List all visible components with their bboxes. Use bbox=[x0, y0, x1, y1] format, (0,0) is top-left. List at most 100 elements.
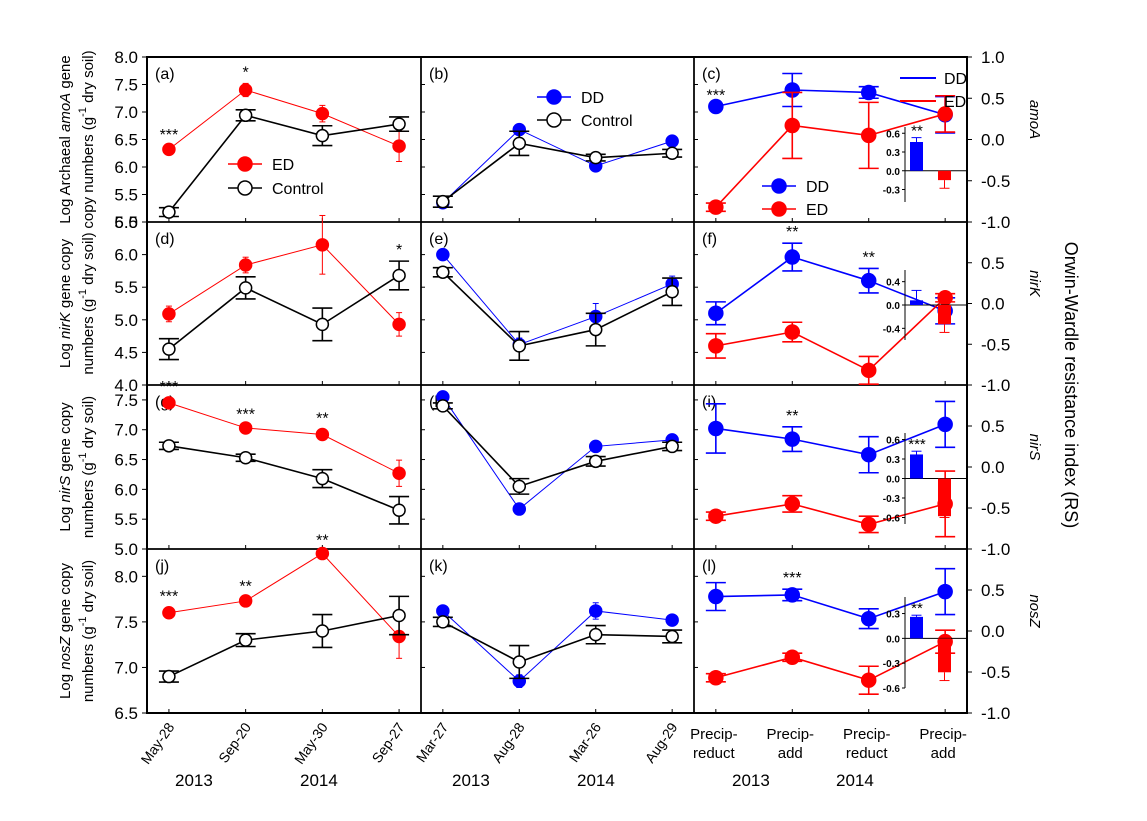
significance-mark: ** bbox=[239, 578, 251, 595]
series-line-ed bbox=[715, 297, 946, 372]
data-point-ed bbox=[392, 139, 406, 153]
panel-frame bbox=[146, 221, 422, 386]
left-ytick-label: 7.5 bbox=[114, 76, 138, 95]
data-point-ed bbox=[315, 238, 330, 252]
data-point-ed bbox=[315, 546, 330, 561]
series-line-ed bbox=[168, 552, 400, 637]
significance-mark: *** bbox=[160, 588, 179, 605]
year-label: 2014 bbox=[577, 771, 615, 790]
gene-label: amoA bbox=[1026, 100, 1043, 139]
panel-label: (a) bbox=[155, 66, 175, 83]
panel-label: (i) bbox=[702, 394, 716, 411]
data-point-ed bbox=[238, 258, 253, 272]
data-point-control bbox=[512, 136, 527, 151]
legend-label: Control bbox=[272, 181, 324, 198]
data-point-control bbox=[238, 451, 253, 465]
xtick-label-line1: Precip- bbox=[690, 726, 738, 743]
data-point-control bbox=[588, 322, 603, 337]
panel-label: (j) bbox=[155, 558, 169, 575]
inset-ytick-label: -0.3 bbox=[883, 494, 901, 505]
legend-marker-dd bbox=[771, 178, 787, 194]
panel-label: (l) bbox=[702, 558, 716, 575]
series-line-control bbox=[442, 621, 673, 663]
panel-frame bbox=[420, 221, 695, 386]
xtick-label: Mar-27 bbox=[413, 719, 452, 765]
right-ytick-label: 0.5 bbox=[981, 254, 1005, 273]
inset-ytick-label: -0.6 bbox=[883, 514, 901, 525]
inset-ytick-label: 0.4 bbox=[886, 278, 900, 289]
xtick-label: May-30 bbox=[291, 719, 331, 767]
data-point-ed bbox=[937, 106, 953, 122]
data-point-dd bbox=[784, 587, 801, 603]
data-point-dd bbox=[860, 272, 877, 289]
data-point-dd bbox=[937, 583, 953, 600]
xtick-label-line2: add bbox=[931, 745, 956, 762]
significance-mark: ** bbox=[316, 411, 328, 428]
panel-frame bbox=[146, 548, 422, 714]
year-label: 2014 bbox=[300, 771, 338, 790]
data-point-ed bbox=[315, 427, 330, 442]
data-point-control bbox=[436, 265, 450, 279]
left-ytick-label: 5.0 bbox=[114, 213, 138, 232]
right-ytick-label: -0.5 bbox=[981, 335, 1010, 354]
left-ytick-label: 7.5 bbox=[114, 391, 138, 410]
left-ytick-label: 6.0 bbox=[114, 158, 138, 177]
legend-marker-ed bbox=[771, 201, 787, 217]
xtick-label-line2: reduct bbox=[846, 745, 889, 762]
data-point-dd bbox=[588, 604, 603, 618]
series-line-control bbox=[442, 142, 673, 203]
data-point-control bbox=[392, 268, 406, 283]
panel-label: (e) bbox=[429, 231, 449, 248]
data-point-control bbox=[392, 503, 406, 517]
xtick-label: Mar-26 bbox=[566, 719, 605, 765]
series-line-control bbox=[442, 405, 673, 488]
panel-frame bbox=[693, 384, 968, 550]
data-point-dd bbox=[665, 134, 679, 148]
series-line-dd bbox=[715, 423, 946, 456]
right-ytick-label: 0.5 bbox=[981, 581, 1005, 600]
panel-frame bbox=[420, 384, 695, 550]
data-point-dd bbox=[708, 305, 724, 322]
series-line-control bbox=[168, 274, 400, 350]
left-ytick-label: 6.5 bbox=[114, 131, 138, 150]
series-line-control bbox=[168, 614, 400, 678]
data-point-dd bbox=[512, 502, 527, 516]
data-point-ed bbox=[162, 142, 176, 157]
series-line-ed bbox=[168, 244, 400, 325]
significance-mark: *** bbox=[706, 88, 725, 105]
series-line-ed bbox=[715, 503, 946, 526]
left-axis-label-line2: numbers (g-1 dry soil) bbox=[77, 232, 97, 374]
inset-ytick-label: -0.6 bbox=[883, 684, 901, 695]
right-ytick-label: -1.0 bbox=[981, 704, 1010, 723]
right-ytick-label: -0.5 bbox=[981, 499, 1010, 518]
inset-ytick-label: 0.6 bbox=[886, 436, 900, 447]
left-ytick-label: 6.5 bbox=[114, 213, 138, 232]
year-label: 2013 bbox=[452, 771, 490, 790]
data-point-ed bbox=[937, 290, 953, 306]
data-point-control bbox=[392, 117, 406, 131]
data-point-ed bbox=[708, 669, 724, 686]
panel-label: (d) bbox=[155, 231, 175, 248]
data-point-dd bbox=[784, 249, 801, 265]
inset-ytick-label: -0.3 bbox=[883, 186, 901, 197]
left-ytick-label: 8.0 bbox=[114, 567, 138, 586]
data-point-ed bbox=[784, 117, 801, 134]
data-point-control bbox=[588, 150, 603, 165]
data-point-control bbox=[238, 633, 253, 647]
data-point-ed bbox=[238, 421, 253, 435]
series-line-control bbox=[442, 271, 673, 347]
legend-label: DD bbox=[581, 90, 604, 107]
right-ytick-label: -1.0 bbox=[981, 213, 1010, 232]
significance-mark: ** bbox=[316, 533, 328, 550]
legend-label: DD bbox=[944, 71, 967, 88]
inset-bar-ed bbox=[938, 638, 951, 673]
left-ytick-label: 5.0 bbox=[114, 311, 138, 330]
panel-label: (b) bbox=[429, 66, 449, 83]
inset-ytick-label: 0.0 bbox=[886, 475, 900, 486]
xtick-label-line1: Precip- bbox=[843, 726, 891, 743]
left-ytick-label: 8.0 bbox=[114, 48, 138, 67]
inset-ytick-label: -0.4 bbox=[883, 324, 901, 335]
right-ytick-label: 0.0 bbox=[981, 622, 1005, 641]
data-point-control bbox=[315, 128, 330, 143]
series-line-control bbox=[168, 445, 400, 511]
